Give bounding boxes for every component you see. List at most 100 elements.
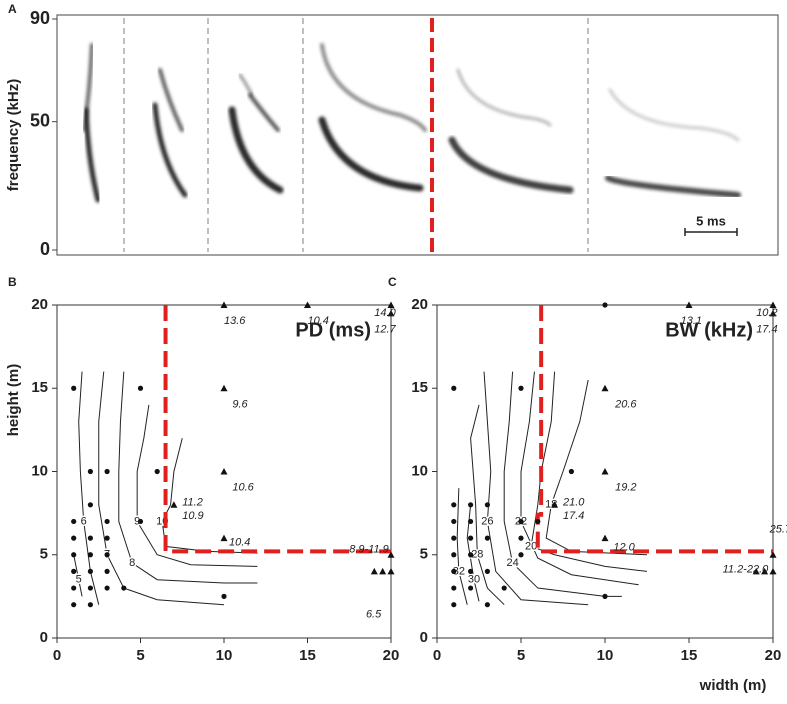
panel-title: PD (ms) <box>295 319 371 341</box>
x-tick-label: 15 <box>299 647 316 664</box>
contour-label: 20 <box>525 540 537 552</box>
triangle-point <box>387 551 395 558</box>
contour-label: 32 <box>453 565 465 577</box>
triangle-point <box>370 567 378 575</box>
circle-point <box>484 502 490 508</box>
contour-label: 9 <box>134 515 140 527</box>
y-tick-label: 5 <box>40 546 48 563</box>
contour-line <box>530 371 648 572</box>
contour-label: 28 <box>471 549 483 561</box>
triangle-point <box>769 309 777 317</box>
x-axis-label: width (m) <box>699 677 767 694</box>
contour-line <box>73 554 83 597</box>
annotation: 17.4 <box>563 510 584 522</box>
circle-point <box>518 518 524 525</box>
triangle-point <box>769 551 777 558</box>
triangle-point <box>769 301 777 308</box>
triangle-point <box>551 501 559 508</box>
x-tick-label: 5 <box>136 647 144 664</box>
circle-point <box>468 585 474 591</box>
spectrogram-frame <box>56 14 779 256</box>
circle-point <box>71 552 77 558</box>
annotation: 10.4 <box>308 315 329 327</box>
contour-label: 26 <box>481 515 493 527</box>
contour-label: 6 <box>81 515 87 527</box>
x-tick-label: 15 <box>681 647 698 664</box>
y-tick-label: 10 <box>31 462 48 479</box>
annotation: 10.2 <box>756 307 777 319</box>
circle-point <box>501 585 507 591</box>
triangle-point <box>220 301 228 308</box>
circle-point <box>518 552 524 558</box>
annotation: 10.9 <box>182 510 203 522</box>
y-axis-label: height (m) <box>5 364 22 437</box>
circle-point <box>104 535 110 541</box>
y-tick-label: 5 <box>420 546 428 563</box>
contour-line <box>136 404 258 567</box>
circle-point <box>104 468 110 475</box>
circle-point <box>518 535 524 541</box>
y-tick-label: 50 <box>30 110 50 130</box>
triangle-point <box>769 567 777 575</box>
dividers <box>123 18 589 252</box>
annotation: 20.6 <box>614 398 637 410</box>
circle-point <box>602 593 608 599</box>
x-tick-label: 20 <box>383 647 400 664</box>
panel-title: BW (kHz) <box>665 319 753 341</box>
circle-point <box>87 535 93 541</box>
annotation: 12.7 <box>374 324 396 336</box>
contour-label: 24 <box>506 557 518 569</box>
y-tick-label: 0 <box>40 239 50 259</box>
scale-bar <box>684 228 738 236</box>
triangle-point <box>379 567 387 575</box>
circle-point <box>71 568 77 575</box>
annotation: 25.7 <box>769 523 787 535</box>
circle-point <box>71 385 77 391</box>
triangle-point <box>387 309 395 317</box>
x-tick-label: 5 <box>517 647 525 664</box>
triangle-point <box>220 534 228 542</box>
circle-point <box>87 552 93 558</box>
y-tick-label: 20 <box>31 296 48 313</box>
annotation: 12.0 <box>613 542 635 554</box>
circle-point <box>87 568 93 575</box>
contour-line <box>483 371 589 606</box>
annotation: 10.6 <box>232 482 254 494</box>
circle-point <box>137 385 144 391</box>
x-tick-label: 10 <box>216 647 233 664</box>
triangle-point <box>220 468 228 475</box>
annotation: 6.5 <box>366 608 382 620</box>
annotation: 11.2-22.0 <box>723 563 770 575</box>
boundary-line <box>163 305 391 554</box>
triangle-point <box>387 567 395 575</box>
spectrogram-traces <box>82 43 741 203</box>
x-tick-label: 0 <box>433 647 441 664</box>
contour-label: 8 <box>129 557 135 569</box>
annotation: 19.2 <box>615 482 636 494</box>
annotation: 8.9-11.9 <box>349 543 389 555</box>
contour-label: 5 <box>76 574 82 586</box>
circle-point <box>104 518 110 525</box>
annotation: 17.4 <box>756 324 777 336</box>
circle-point <box>154 468 160 475</box>
circle-point <box>121 585 127 591</box>
annotation: 13.6 <box>224 315 246 327</box>
triangle-point <box>387 301 395 308</box>
circle-point <box>87 602 93 608</box>
circle-point <box>484 535 490 541</box>
circle-point <box>468 502 474 508</box>
circle-point <box>451 552 457 558</box>
contour-line <box>470 404 505 606</box>
circle-point <box>71 518 77 525</box>
circle-point <box>451 602 457 608</box>
y-tick-label: 20 <box>411 296 428 313</box>
triangle-point <box>685 301 693 308</box>
circle-point <box>104 552 110 558</box>
triangle-point <box>601 534 609 542</box>
circle-point <box>87 468 93 475</box>
circle-point <box>137 518 144 525</box>
circle-point <box>468 568 474 575</box>
annotation: 13.1 <box>681 315 702 327</box>
annotation: 21.0 <box>562 497 585 509</box>
